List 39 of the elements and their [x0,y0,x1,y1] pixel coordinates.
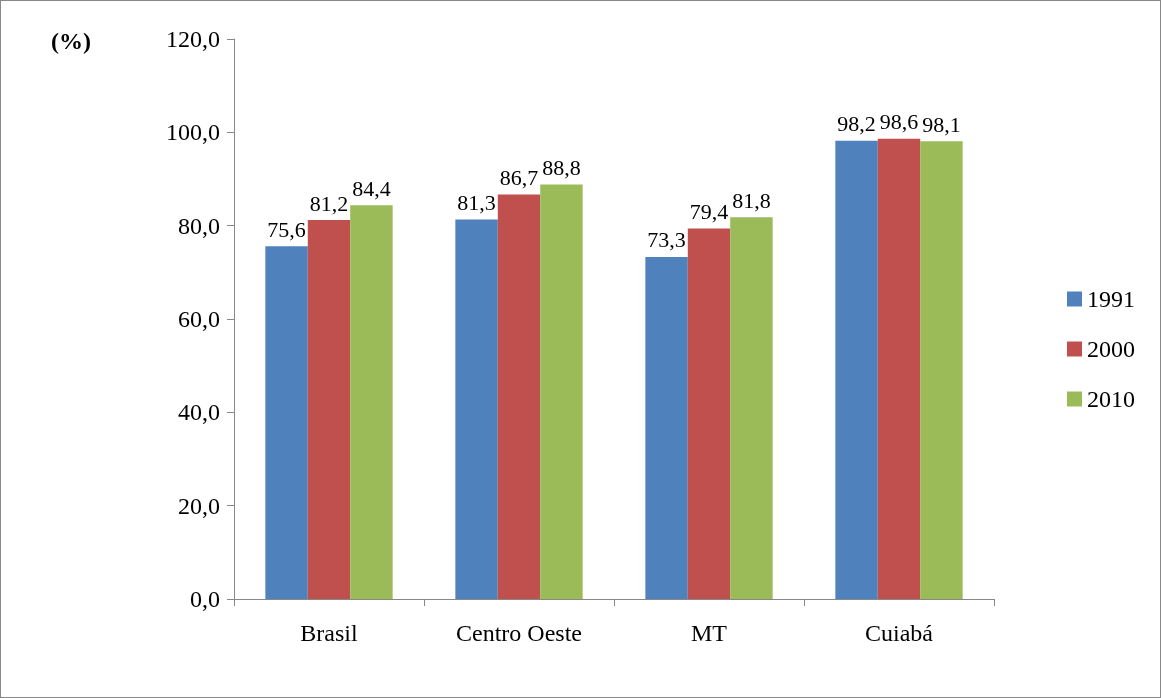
bar [497,194,541,599]
data-label: 84,4 [352,175,391,201]
data-label: 75,6 [267,216,306,242]
legend-label: 2010 [1087,386,1135,412]
y-tick-label: 120,0 [166,26,220,52]
x-tick-label: Cuiabá [865,620,934,646]
x-tick-label: MT [691,620,728,646]
y-tick-label: 40,0 [178,399,220,426]
y-tick-label: 0,0 [190,586,220,612]
data-label: 98,6 [879,109,919,135]
data-label: 79,4 [689,198,729,224]
bar [730,217,773,599]
x-tick-label: Centro Oeste [456,620,582,646]
bar [835,140,878,599]
data-label: 98,2 [837,111,876,137]
bar [350,205,393,599]
bar [307,220,351,599]
data-label: 81,3 [457,190,496,216]
legend-label: 2000 [1087,336,1135,362]
bar [265,246,308,599]
bar [687,228,731,599]
data-label: 86,7 [499,164,539,190]
data-label: 81,8 [732,187,771,213]
data-label: 73,3 [647,227,686,253]
data-label: 81,2 [309,190,349,216]
bar [877,138,921,599]
legend-label: 1991 [1087,286,1135,312]
x-tick-label: Brasil [300,620,358,646]
y-tick-label: 60,0 [178,306,220,332]
bar [645,256,688,599]
y-tick-label: 80,0 [178,212,220,239]
bar [540,184,583,599]
bar [455,219,498,599]
y-tick-label: 100,0 [166,119,220,146]
bar [920,141,963,599]
y-axis-title: (%) [51,28,91,54]
data-label: 88,8 [542,155,581,181]
y-tick-label: 20,0 [178,492,220,519]
data-label: 98,1 [922,111,961,137]
